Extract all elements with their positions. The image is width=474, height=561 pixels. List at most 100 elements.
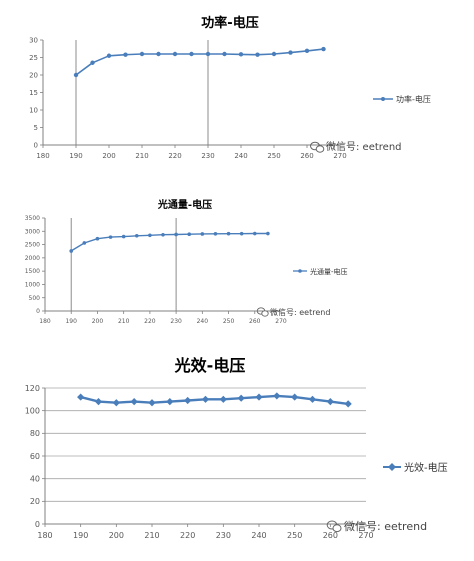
data-point	[108, 235, 113, 239]
watermark-text: 微信号: eetrend	[344, 519, 427, 533]
data-point	[148, 233, 152, 238]
legend-label: 光通量-电压	[310, 267, 348, 276]
y-tick-label: 80	[30, 429, 40, 438]
data-point	[123, 52, 128, 57]
data-point	[239, 231, 244, 236]
y-tick-label: 1000	[25, 282, 40, 289]
data-point	[321, 46, 326, 52]
x-tick-label: 200	[102, 152, 115, 160]
data-point	[106, 53, 112, 58]
legend-label: 功率-电压	[396, 94, 431, 104]
data-point	[219, 395, 227, 403]
x-tick-label: 240	[234, 152, 247, 160]
x-tick-label: 220	[180, 531, 195, 540]
chart-panel-efficacy-voltage: 光效-电压 0 20 40 60 80 100 120 180 190 200 210 220 230 2…	[0, 345, 474, 561]
watermark: 微信号: eetrend	[310, 140, 402, 153]
y-tick-label: 120	[25, 384, 40, 393]
data-point	[205, 51, 211, 57]
data-point	[252, 231, 257, 236]
data-point	[255, 52, 260, 57]
x-tick-label: 260	[300, 152, 313, 160]
chart-panel-flux-voltage: 光通量-电压 0 500 1000 1500 2000 2500 3000 3500 180 19…	[0, 190, 474, 330]
x-tick-label: 220	[144, 318, 156, 325]
data-point	[255, 393, 263, 401]
wechat-icon	[310, 141, 325, 153]
y-tick-label: 500	[29, 295, 41, 302]
data-point	[288, 50, 293, 55]
data-point	[226, 231, 231, 236]
legend-marker	[388, 463, 396, 471]
y-tick-label: 10	[29, 106, 38, 114]
x-tick-label: 240	[251, 531, 266, 540]
data-point	[308, 395, 317, 403]
x-tick-label: 210	[118, 318, 130, 325]
data-point	[112, 399, 120, 407]
x-tick-label: 200	[109, 531, 124, 540]
x-tick-label: 210	[144, 531, 159, 540]
x-tick-label: 250	[267, 152, 280, 160]
watermark-text: 微信号: eetrend	[270, 307, 330, 317]
data-point	[304, 48, 310, 54]
y-tick-label: 15	[29, 89, 38, 97]
chart-title: 光效-电压	[174, 356, 246, 375]
x-tick-label: 220	[168, 152, 181, 160]
y-tick-label: 30	[29, 36, 38, 44]
data-point	[237, 394, 245, 402]
x-tick-label: 200	[92, 318, 104, 325]
chart-title: 功率-电压	[201, 15, 258, 31]
y-tick-label: 2500	[25, 242, 40, 249]
chart-legend: 光通量-电压	[293, 267, 348, 276]
y-tick-label: 3500	[25, 215, 40, 222]
data-point	[266, 231, 270, 236]
y-tick-label: 0	[35, 520, 40, 529]
y-tick-label: 1500	[25, 268, 40, 275]
data-point	[344, 400, 352, 408]
watermark: 微信号: eetrend	[256, 307, 330, 317]
data-point	[90, 60, 95, 65]
y-tick-label: 60	[30, 452, 40, 461]
x-tick-label: 270	[358, 531, 373, 540]
y-tick-label: 20	[29, 71, 38, 79]
series-line	[75, 48, 324, 76]
y-tick-label: 20	[30, 497, 40, 506]
y-tick-label: 5	[34, 124, 38, 132]
series-line	[70, 232, 268, 252]
data-point	[77, 393, 85, 401]
y-tick-label: 100	[25, 406, 40, 415]
x-tick-label: 180	[37, 531, 52, 540]
data-point	[172, 51, 178, 57]
flux-voltage-chart: 光通量-电压 0 500 1000 1500 2000 2500 3000 3500 180 19…	[25, 198, 348, 325]
x-tick-label: 260	[249, 318, 261, 325]
wechat-icon	[326, 520, 342, 533]
x-tick-label: 270	[275, 318, 287, 325]
data-point	[94, 398, 103, 406]
chart-title: 光通量-电压	[157, 198, 212, 211]
legend-marker	[298, 269, 302, 273]
data-point	[326, 398, 334, 406]
data-point	[238, 52, 244, 57]
x-tick-label: 250	[287, 531, 302, 540]
data-point	[174, 232, 178, 237]
efficacy-voltage-chart: 光效-电压 0 20 40 60 80 100 120 180 190 200 210 220 230 2…	[25, 356, 448, 540]
data-point	[184, 396, 192, 405]
y-tick-label: 0	[34, 141, 38, 149]
data-point	[156, 51, 161, 57]
power-voltage-chart: 功率-电压 0 5 10 15 20 25 30 180 190 200 210 220 230 240 2…	[29, 15, 431, 160]
y-tick-label: 2000	[25, 255, 40, 262]
data-point	[121, 234, 126, 239]
x-tick-label: 190	[65, 318, 77, 325]
data-point	[222, 51, 227, 57]
data-point	[139, 51, 145, 57]
data-point	[213, 232, 218, 236]
data-point	[200, 232, 205, 236]
data-point	[161, 232, 165, 237]
chart-legend: 光效-电压	[383, 461, 448, 474]
data-point	[130, 398, 138, 406]
x-tick-label: 230	[170, 318, 182, 325]
data-point	[187, 232, 192, 237]
legend-label: 光效-电压	[404, 461, 448, 474]
data-point	[201, 395, 210, 403]
legend-marker	[381, 97, 385, 101]
x-tick-label: 250	[223, 318, 235, 325]
x-tick-label: 180	[36, 152, 49, 160]
